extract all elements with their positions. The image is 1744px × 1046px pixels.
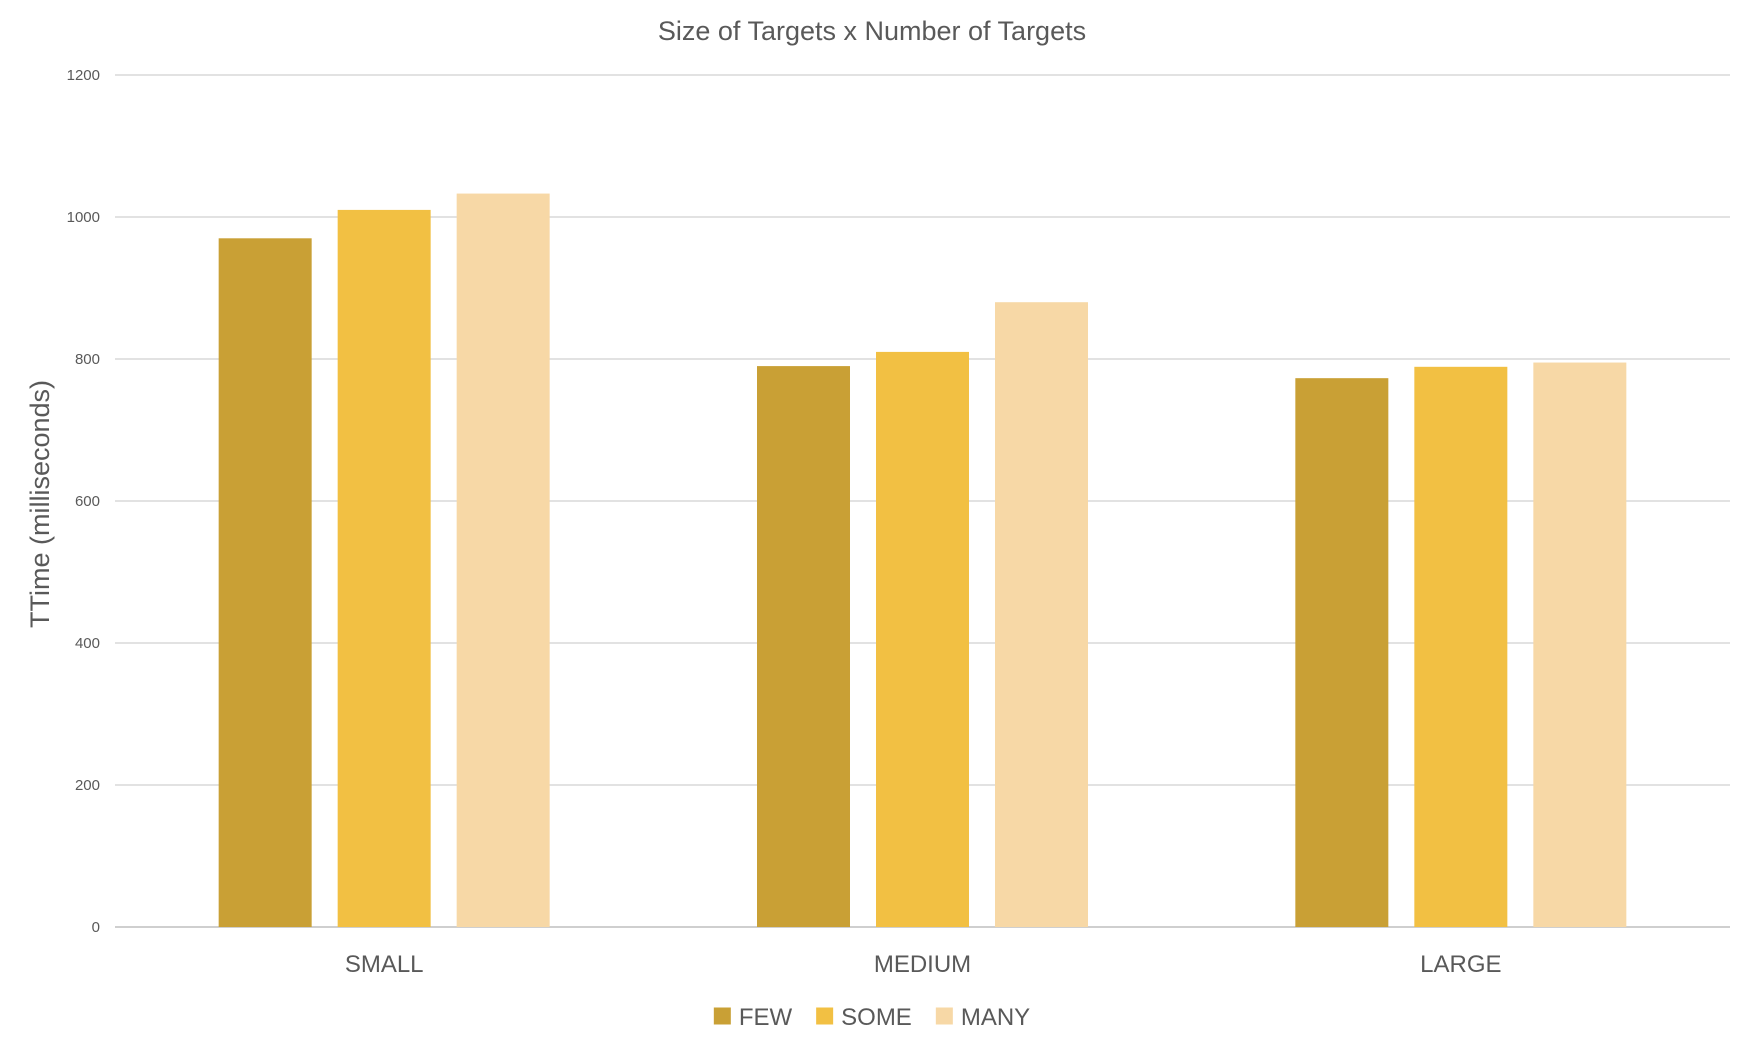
bar-some-large: [1414, 366, 1508, 927]
legend: FEW SOME MANY: [713, 1004, 1030, 1031]
bar-few-small: [218, 238, 312, 928]
bar-some-medium: [876, 351, 969, 927]
x-tick-label: LARGE: [1420, 951, 1501, 978]
bar-few-large: [1295, 378, 1389, 927]
x-axis-ticks: SMALL MEDIUM LARGE: [345, 951, 1502, 978]
legend-label-many: MANY: [961, 1004, 1030, 1031]
legend-swatch-some: [816, 1007, 834, 1025]
y-tick-label: 1000: [67, 209, 100, 226]
bars: [218, 193, 1627, 928]
bar-many-medium: [995, 302, 1088, 927]
chart-title: Size of Targets x Number of Targets: [658, 16, 1086, 46]
y-tick-label: 200: [75, 777, 100, 794]
y-axis-label: TTime (milliseconds): [25, 380, 55, 628]
bar-many-small: [456, 193, 550, 927]
y-axis-ticks: 0 200 400 600 800 1000 1200: [67, 67, 100, 936]
legend-label-some: SOME: [841, 1004, 912, 1031]
legend-swatch-few: [713, 1007, 731, 1025]
bar-few-medium: [757, 366, 850, 928]
legend-swatch-many: [935, 1007, 953, 1025]
y-tick-label: 400: [75, 635, 100, 652]
x-tick-label: SMALL: [345, 951, 424, 978]
x-tick-label: MEDIUM: [874, 951, 971, 978]
bar-many-large: [1533, 362, 1627, 927]
bar-some-small: [337, 209, 431, 927]
y-tick-label: 1200: [67, 67, 100, 84]
legend-label-few: FEW: [739, 1004, 793, 1031]
y-tick-label: 0: [92, 919, 100, 936]
y-tick-label: 600: [75, 493, 100, 510]
y-tick-label: 800: [75, 351, 100, 368]
